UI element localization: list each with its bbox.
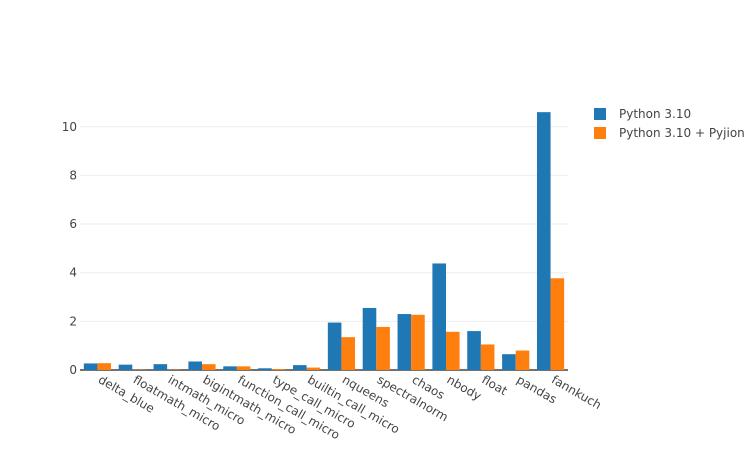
bar-python-nqueens[interactable] [327, 322, 342, 370]
bars [83, 112, 565, 370]
legend-swatch[interactable] [594, 127, 606, 139]
bar-pyjion-delta_blue[interactable] [97, 363, 112, 370]
bar-python-chaos[interactable] [397, 314, 412, 370]
bar-python-nbody[interactable] [432, 263, 446, 370]
x-tick-label: nbody [445, 372, 484, 403]
bar-python-bigintmath_micro[interactable] [188, 361, 202, 370]
bar-pyjion-type_call_micro[interactable] [271, 369, 286, 370]
y-gridlines [80, 126, 568, 371]
y-tick-label: 10 [62, 120, 77, 134]
bar-python-fannkuch[interactable] [536, 112, 551, 370]
legend-swatch[interactable] [594, 108, 606, 120]
y-tick-label: 2 [69, 314, 77, 328]
bar-python-intmath_micro[interactable] [153, 364, 168, 370]
legend-label[interactable]: Python 3.10 + Pyjion [619, 126, 745, 140]
bar-python-float[interactable] [467, 331, 481, 370]
bar-pyjion-spectralnorm[interactable] [376, 326, 390, 370]
y-tick-label: 8 [69, 168, 77, 182]
bar-pyjion-float[interactable] [480, 344, 495, 370]
y-tick-label: 4 [69, 266, 77, 280]
bar-pyjion-builtin_call_micro[interactable] [306, 367, 321, 370]
bar-python-pandas[interactable] [502, 354, 516, 370]
bar-python-delta_blue[interactable] [83, 363, 98, 370]
bar-pyjion-bigintmath_micro[interactable] [202, 364, 216, 370]
bar-python-type_call_micro[interactable] [258, 368, 272, 370]
x-axis: delta_bluefloatmath_microintmath_microbi… [96, 372, 604, 442]
legend[interactable]: Python 3.10 Python 3.10 + Pyjion [594, 107, 745, 140]
bar-pyjion-nbody[interactable] [446, 331, 460, 370]
bar-pyjion-chaos[interactable] [411, 314, 425, 370]
x-tick-label: float [479, 372, 510, 398]
bar-python-spectralnorm[interactable] [362, 307, 377, 370]
bar-pyjion-function_call_micro[interactable] [236, 366, 251, 370]
y-tick-label: 6 [69, 217, 77, 231]
bar-python-function_call_micro[interactable] [223, 366, 237, 370]
bar-python-floatmath_micro[interactable] [118, 364, 133, 370]
y-axis: 0 2 4 6 8 10 [62, 120, 77, 377]
y-tick-label: 0 [69, 363, 77, 377]
bar-python-builtin_call_micro[interactable] [292, 365, 307, 370]
legend-label[interactable]: Python 3.10 [619, 107, 691, 121]
bar-pyjion-fannkuch[interactable] [550, 278, 565, 370]
bar-pyjion-pandas[interactable] [515, 350, 530, 370]
bar-pyjion-nqueens[interactable] [341, 337, 356, 370]
